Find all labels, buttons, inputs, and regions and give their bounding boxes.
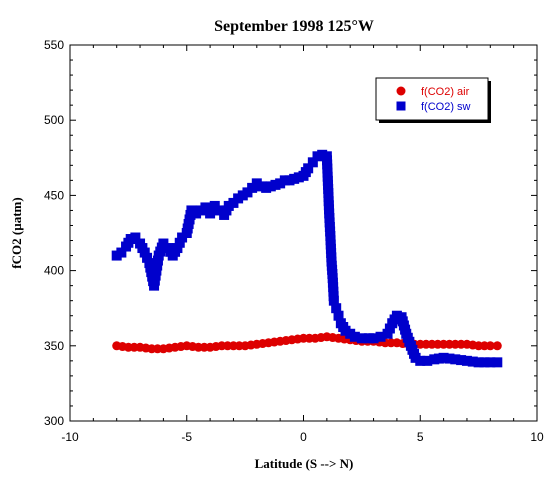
- y-tick-label: 450: [44, 188, 64, 202]
- data-point-sw: [333, 310, 344, 321]
- data-point-sw: [375, 331, 386, 342]
- legend: f(CO2) air f(CO2) sw: [375, 77, 491, 123]
- data-point-sw: [473, 357, 484, 368]
- y-tick-label: 550: [44, 38, 64, 52]
- data-point-sw: [422, 355, 433, 366]
- data-point-sw: [151, 265, 162, 276]
- legend-box: [375, 77, 489, 121]
- data-point-sw: [139, 247, 150, 258]
- data-point-sw: [116, 247, 127, 258]
- data-point-sw: [307, 157, 318, 168]
- trace-point-sw: [384, 323, 395, 334]
- data-point-sw: [382, 328, 393, 339]
- data-point-sw: [331, 303, 342, 314]
- data-point-sw: [461, 355, 472, 366]
- x-tick-label: -10: [61, 430, 79, 444]
- legend-air-marker: [396, 86, 406, 96]
- series-fco2-air: [112, 332, 502, 354]
- trace-point-sw: [142, 252, 153, 263]
- y-tick-label: 350: [44, 339, 64, 353]
- data-point-sw: [485, 357, 496, 368]
- data-point-air: [485, 341, 495, 351]
- data-point-air: [492, 341, 502, 351]
- data-point-sw: [172, 243, 183, 254]
- series-fco2-sw: [111, 149, 503, 368]
- data-point-sw: [200, 202, 211, 213]
- data-point-sw: [130, 232, 141, 243]
- y-tick-label: 300: [44, 414, 64, 428]
- y-tick-label: 400: [44, 264, 64, 278]
- legend-sw-label: f(CO2) sw: [421, 101, 471, 113]
- data-point-sw: [450, 354, 461, 365]
- trace-point-sw: [149, 275, 160, 286]
- x-axis-label: Latitude (S --> N): [255, 456, 354, 471]
- y-axis-label: fCO2 (µatm): [9, 197, 24, 268]
- trace-point-sw: [150, 270, 161, 281]
- data-point-sw: [368, 333, 379, 344]
- axis-ticks: -10 -5 0 5 10 300 350 400 450 500 550: [44, 38, 544, 444]
- trace-point-sw: [174, 237, 185, 248]
- trace-point-sw: [152, 255, 163, 266]
- data-point-sw: [349, 331, 360, 342]
- data-point-sw: [149, 280, 160, 291]
- x-tick-label: 5: [417, 430, 424, 444]
- y-tick-label: 500: [44, 113, 64, 127]
- x-tick-label: 10: [530, 430, 544, 444]
- trace-point-sw: [467, 356, 478, 367]
- legend-sw-marker: [396, 101, 406, 111]
- data-point-sw: [328, 295, 339, 306]
- legend-air-label: f(CO2) air: [421, 86, 470, 98]
- data-point-sw: [415, 355, 426, 366]
- trace-point-sw: [479, 357, 490, 368]
- data-point-sw: [438, 352, 449, 363]
- trace-point-sw: [444, 353, 455, 364]
- data-point-sw: [356, 333, 367, 344]
- x-tick-label: 0: [300, 430, 307, 444]
- data-point-sw: [303, 163, 314, 174]
- data-point-sw: [492, 357, 503, 368]
- trace-point-sw: [152, 260, 163, 271]
- x-tick-label: -5: [181, 430, 192, 444]
- chart-title: September 1998 125°W: [214, 18, 374, 35]
- trace-point-sw: [456, 355, 467, 366]
